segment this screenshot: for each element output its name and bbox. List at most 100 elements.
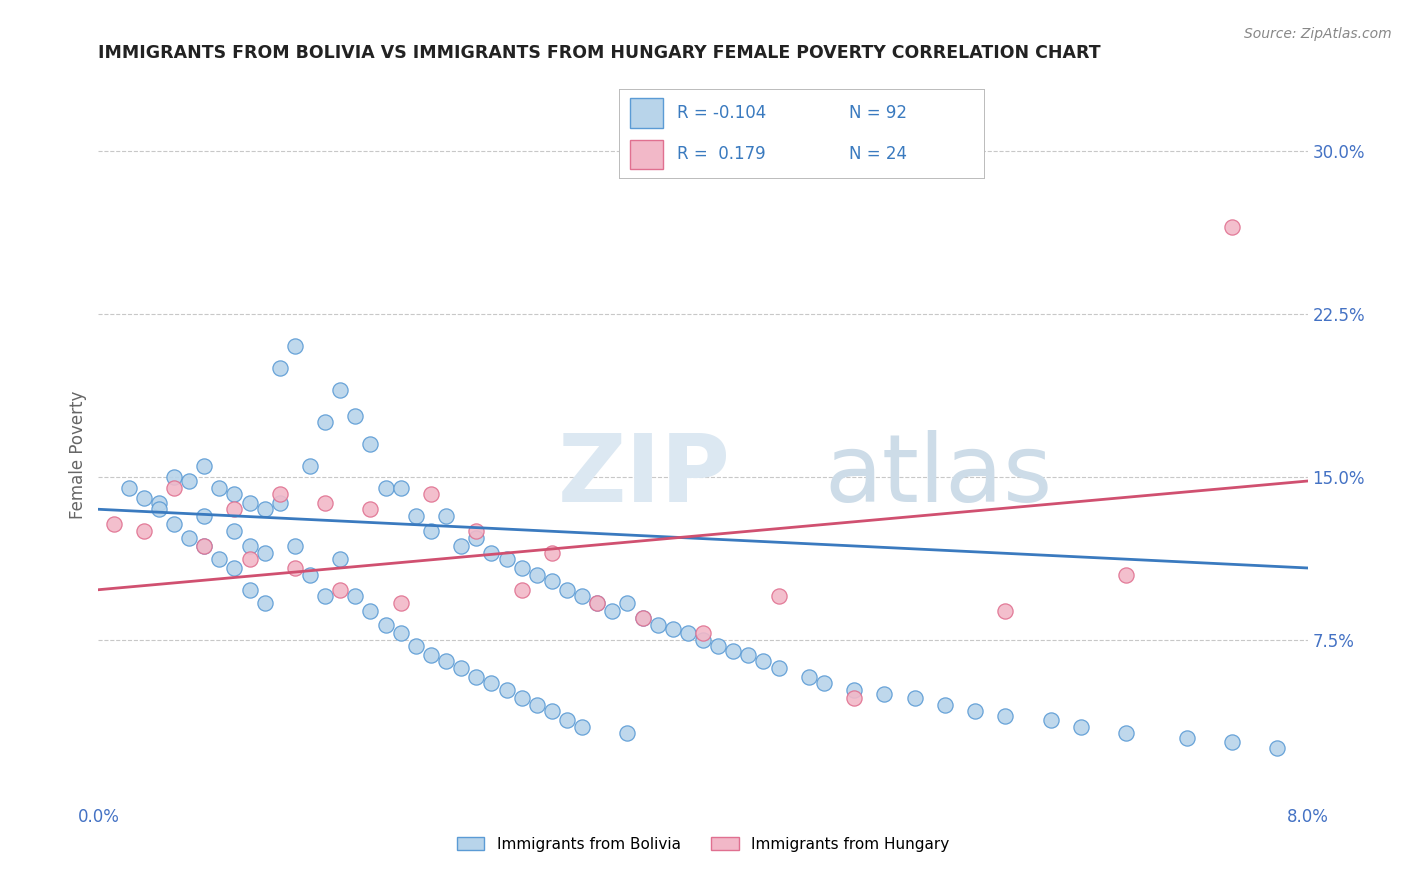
Point [676, 626, 699, 640]
Point [314, 496, 336, 510]
Text: ZIP: ZIP [558, 430, 731, 522]
Point [314, 415, 336, 429]
Point [510, 561, 533, 575]
Point [723, 643, 745, 657]
Point [284, 539, 307, 553]
Point [526, 567, 548, 582]
Point [374, 617, 396, 632]
Point [419, 648, 441, 662]
Point [118, 481, 141, 495]
Point [616, 726, 638, 740]
Point [752, 655, 775, 669]
Point [586, 596, 609, 610]
Point [405, 639, 427, 653]
Point [405, 508, 427, 523]
Point [239, 552, 262, 566]
Point [239, 582, 262, 597]
Point [1070, 720, 1092, 734]
Point [631, 611, 654, 625]
Point [602, 605, 624, 619]
Point [571, 589, 593, 603]
Point [179, 474, 201, 488]
Point [813, 676, 835, 690]
Point [994, 708, 1017, 723]
Point [768, 589, 790, 603]
Point [1220, 219, 1243, 234]
Point [148, 502, 170, 516]
Point [359, 605, 381, 619]
Point [299, 458, 322, 473]
Point [389, 596, 412, 610]
Point [768, 661, 790, 675]
Point [555, 713, 578, 727]
Point [526, 698, 548, 712]
Point [692, 626, 714, 640]
Point [434, 655, 457, 669]
Point [359, 437, 381, 451]
FancyBboxPatch shape [630, 98, 662, 128]
Text: Source: ZipAtlas.com: Source: ZipAtlas.com [1244, 27, 1392, 41]
Point [434, 508, 457, 523]
Point [540, 574, 562, 588]
Point [510, 582, 533, 597]
Point [208, 552, 231, 566]
Point [1265, 741, 1288, 756]
Point [1220, 735, 1243, 749]
Point [737, 648, 759, 662]
Point [540, 705, 562, 719]
Point [571, 720, 593, 734]
Point [269, 360, 291, 375]
Point [465, 524, 488, 538]
Point [1115, 567, 1137, 582]
Point [419, 524, 441, 538]
Point [224, 487, 246, 501]
Point [163, 517, 186, 532]
Text: IMMIGRANTS FROM BOLIVIA VS IMMIGRANTS FROM HUNGARY FEMALE POVERTY CORRELATION CH: IMMIGRANTS FROM BOLIVIA VS IMMIGRANTS FR… [98, 45, 1101, 62]
Point [239, 496, 262, 510]
Text: atlas: atlas [824, 430, 1052, 522]
Text: N = 92: N = 92 [849, 104, 907, 122]
Point [1039, 713, 1062, 727]
Point [329, 383, 352, 397]
Point [465, 531, 488, 545]
Point [344, 409, 367, 423]
Point [103, 517, 125, 532]
Point [193, 508, 215, 523]
Point [148, 496, 170, 510]
Text: R =  0.179: R = 0.179 [678, 145, 766, 163]
Point [132, 491, 155, 506]
Point [450, 539, 472, 553]
Point [934, 698, 956, 712]
Point [163, 481, 186, 495]
Point [208, 481, 231, 495]
Point [844, 691, 866, 706]
Point [994, 605, 1017, 619]
Point [253, 502, 276, 516]
Point [661, 622, 683, 636]
Point [359, 502, 381, 516]
Point [540, 546, 562, 560]
Point [707, 639, 730, 653]
Point [193, 458, 215, 473]
Point [193, 539, 215, 553]
Point [616, 596, 638, 610]
Legend: Immigrants from Bolivia, Immigrants from Hungary: Immigrants from Bolivia, Immigrants from… [451, 830, 955, 858]
Point [510, 691, 533, 706]
Point [419, 487, 441, 501]
Point [1115, 726, 1137, 740]
Point [179, 531, 201, 545]
Point [389, 481, 412, 495]
Point [253, 596, 276, 610]
Point [1175, 731, 1198, 745]
Point [479, 546, 503, 560]
Text: R = -0.104: R = -0.104 [678, 104, 766, 122]
Point [224, 561, 246, 575]
Point [479, 676, 503, 690]
Point [239, 539, 262, 553]
Point [647, 617, 669, 632]
Point [193, 539, 215, 553]
Point [329, 552, 352, 566]
Point [873, 687, 896, 701]
Point [692, 632, 714, 647]
Point [450, 661, 472, 675]
